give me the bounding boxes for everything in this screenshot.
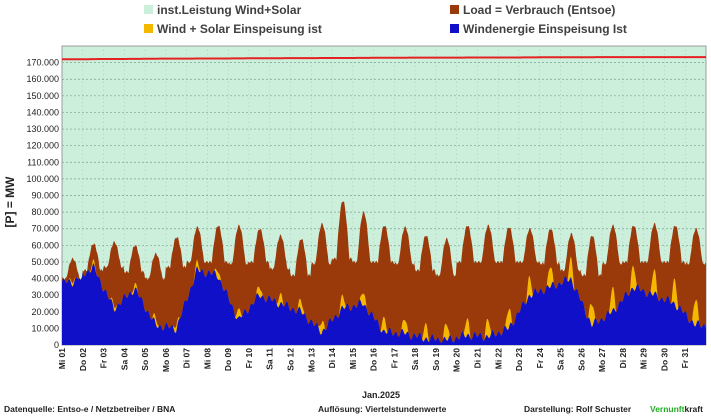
y-tick-label: 150.000 [26, 91, 59, 101]
x-tick-label: Do 16 [369, 348, 379, 371]
legend-item-wind: Windenergie Einspeisung Ist [450, 22, 627, 36]
x-tick-label: Sa 25 [556, 348, 566, 370]
x-tick-label: So 26 [576, 348, 586, 371]
x-tick-label: Fr 10 [244, 348, 254, 369]
x-tick-label: Mo 20 [452, 348, 462, 372]
x-tick-label: Mi 01 [57, 348, 67, 370]
legend-label-installed: inst.Leistung Wind+Solar [157, 3, 302, 17]
y-tick-label: 60.000 [31, 240, 59, 250]
legend-swatch-installed [144, 5, 153, 14]
footer-brand-b: kraft [684, 404, 703, 414]
y-axis-title: [P] = MW [3, 176, 17, 228]
y-tick-label: 110.000 [27, 157, 59, 167]
x-tick-label: Sa 04 [119, 348, 129, 370]
footer-brand-a: Vernunft [650, 404, 685, 414]
y-tick-label: 30.000 [31, 290, 59, 300]
footer-source: Datenquelle: Entso-e / Netzbetreiber / B… [4, 404, 175, 414]
x-axis-ticks: Mi 01 Do 02 Fr 03 Sa 04 So 05 Mo 06 Di 07 Mi 08… [57, 348, 690, 372]
y-tick-label: 80.000 [31, 207, 59, 217]
installed-capacity-line [62, 56, 706, 61]
x-axis-title: Jan.2025 [362, 390, 400, 400]
footer-resolution: Auflösung: Viertelstundenwerte [318, 404, 447, 414]
legend-label-wind: Windenergie Einspeisung Ist [463, 22, 627, 36]
x-tick-label: Do 09 [223, 348, 233, 371]
x-tick-label: Sa 18 [410, 348, 420, 370]
legend-swatch-load [450, 5, 459, 14]
x-tick-label: Mi 08 [202, 348, 212, 370]
y-tick-label: 170.000 [26, 58, 59, 68]
y-tick-label: 10.000 [31, 323, 59, 333]
x-tick-label: Mo 06 [161, 348, 171, 372]
x-tick-label: Di 07 [182, 348, 192, 369]
legend-item-installed: inst.Leistung Wind+Solar [144, 3, 302, 17]
y-tick-label: 90.000 [31, 191, 59, 201]
footer-author: Darstellung: Rolf Schuster [524, 404, 632, 414]
x-tick-label: Do 23 [514, 348, 524, 371]
x-tick-label: Di 21 [472, 348, 482, 369]
legend: inst.Leistung Wind+Solar Load = Verbrauc… [144, 3, 627, 36]
legend-label-load: Load = Verbrauch (Entsoe) [463, 3, 615, 17]
x-tick-label: Do 02 [78, 348, 88, 371]
legend-swatch-wind [450, 24, 459, 33]
x-tick-label: So 19 [431, 348, 441, 371]
y-tick-label: 130.000 [26, 124, 59, 134]
x-tick-label: So 05 [140, 348, 150, 371]
y-tick-label: 0 [54, 340, 59, 350]
wind-area [62, 263, 706, 345]
y-tick-label: 20.000 [31, 307, 59, 317]
x-tick-label: Fr 31 [680, 348, 690, 369]
x-tick-label: Di 14 [327, 348, 337, 369]
y-tick-label: 70.000 [31, 224, 59, 234]
x-tick-label: Di 28 [618, 348, 628, 369]
y-tick-label: 120.000 [26, 141, 59, 151]
x-tick-label: Mo 27 [597, 348, 607, 372]
x-tick-label: Fr 24 [535, 348, 545, 369]
x-tick-label: Mi 15 [348, 348, 358, 370]
x-tick-label: Fr 03 [99, 348, 109, 369]
x-tick-label: Sa 11 [265, 348, 275, 370]
area-layers [62, 201, 706, 345]
x-tick-label: Fr 17 [389, 348, 399, 369]
footer-brand: Vernunftkraft [650, 404, 703, 414]
x-tick-label: Mi 22 [493, 348, 503, 370]
x-tick-label: So 12 [286, 348, 296, 371]
y-tick-label: 50.000 [31, 257, 59, 267]
legend-swatch-wind-solar [144, 24, 153, 33]
y-axis-ticks: 0 10.000 20.000 30.000 40.000 50.000 60.000 70.… [26, 58, 59, 350]
x-tick-label: Mi 29 [639, 348, 649, 370]
legend-item-wind-solar: Wind + Solar Einspeisung ist [144, 22, 322, 36]
x-tick-label: Mo 13 [306, 348, 316, 372]
legend-label-wind-solar: Wind + Solar Einspeisung ist [157, 22, 322, 36]
y-tick-label: 160.000 [26, 74, 59, 84]
y-tick-label: 100.000 [26, 174, 59, 184]
legend-item-load: Load = Verbrauch (Entsoe) [450, 3, 615, 17]
y-tick-label: 40.000 [31, 274, 59, 284]
y-tick-label: 140.000 [26, 107, 59, 117]
x-tick-label: Do 30 [659, 348, 669, 371]
